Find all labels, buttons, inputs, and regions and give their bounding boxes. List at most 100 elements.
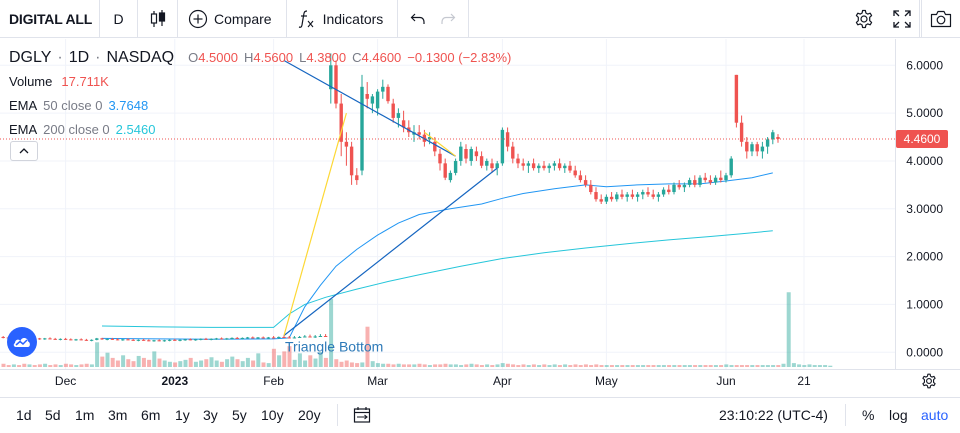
price-chart[interactable]: 6.0000 5.0000 4.0000 3.0000 2.0000 1.0000 0.00… [0, 39, 960, 369]
auto-toggle[interactable]: auto [921, 407, 949, 423]
candle-body [199, 338, 203, 340]
top-toolbar: DIGITAL ALL D Compare Indicators [0, 0, 960, 38]
candle-body [375, 91, 380, 109]
pattern-line-alt [283, 112, 347, 336]
volume-bar [505, 363, 510, 367]
candle-body [537, 165, 541, 169]
legend-ema50-row[interactable]: EMA 50 close 0 3.7648 [9, 94, 511, 118]
candle-body [630, 194, 635, 197]
volume-bar [178, 361, 183, 367]
ema50-value: 3.7648 [108, 98, 149, 113]
legend-close: C4.4600 [352, 50, 402, 65]
volume-bar [386, 363, 391, 367]
volume-bar [599, 365, 604, 367]
volume-bar [115, 360, 120, 367]
candle-body [63, 338, 68, 340]
volume-bar [401, 364, 406, 367]
candle-body [235, 337, 239, 339]
candle-body [557, 163, 562, 169]
clock[interactable]: 23:10:22 (UTC-4) [719, 407, 828, 423]
volume-bar [22, 363, 27, 367]
range-1y-button[interactable]: 1y [175, 407, 190, 423]
candle-body [703, 177, 707, 181]
pattern-label: Triangle Bottom [285, 339, 383, 355]
chart-type-button[interactable] [138, 0, 178, 38]
percent-toggle[interactable]: % [862, 407, 875, 423]
volume-bar [485, 364, 490, 367]
time-axis[interactable]: Dec 2023 Feb Mar Apr May Jun 21 [0, 369, 960, 393]
volume-bar [563, 364, 568, 367]
date-range-button[interactable] [353, 406, 371, 429]
range-1m-button[interactable]: 1m [75, 407, 95, 423]
compare-button[interactable]: Compare [178, 0, 287, 38]
candle-body [261, 337, 265, 339]
interval-button[interactable]: D [100, 0, 138, 38]
volume-bar [531, 364, 536, 367]
candle-body [48, 338, 52, 340]
legend-ema200-row[interactable]: EMA 200 close 0 2.5460 [9, 118, 511, 142]
volume-bar [729, 365, 734, 367]
volume-bar [443, 363, 448, 367]
volume-bar [573, 364, 578, 367]
chart-logo[interactable] [7, 327, 37, 357]
volume-bar [167, 361, 172, 367]
volume-bar [516, 365, 521, 367]
volume-bar [303, 360, 308, 367]
candle-body [661, 189, 666, 195]
candle-body [79, 339, 83, 341]
chart-pane[interactable]: 6.0000 5.0000 4.0000 3.0000 2.0000 1.0000 0.00… [0, 39, 960, 369]
legend-exchange: NASDAQ [106, 49, 175, 66]
range-3m-button[interactable]: 3m [108, 407, 128, 423]
volume-bar [802, 365, 807, 367]
range-3y-button[interactable]: 3y [203, 407, 218, 423]
fullscreen-button[interactable] [884, 0, 920, 38]
candle-body [771, 132, 775, 140]
indicators-button[interactable]: Indicators [287, 0, 399, 38]
volume-bar [360, 362, 365, 367]
symbol-search-button[interactable]: DIGITAL ALL [0, 0, 100, 38]
candle-body [485, 160, 489, 166]
log-toggle[interactable]: log [889, 407, 908, 423]
price-axis[interactable]: 6.0000 5.0000 4.0000 3.0000 2.0000 1.0000 0.00… [906, 58, 943, 359]
range-5d-button[interactable]: 5d [45, 407, 61, 423]
volume-bar [542, 364, 547, 367]
range-5y-button[interactable]: 5y [232, 407, 247, 423]
legend-collapse-button[interactable] [10, 141, 38, 161]
axis-settings-button[interactable] [919, 372, 939, 390]
volume-bar [521, 364, 526, 367]
legend-interval: 1D [68, 49, 90, 66]
range-1d-button[interactable]: 1d [16, 407, 32, 423]
volume-bar [193, 361, 198, 367]
volume-bar [583, 364, 588, 367]
legend-volume-row[interactable]: Volume 17.711K [9, 70, 511, 94]
settings-button[interactable] [845, 0, 882, 38]
candle-body [609, 196, 614, 200]
candle-body [511, 146, 515, 159]
volume-bar [661, 365, 666, 367]
volume-bar [199, 360, 204, 367]
candle-body [297, 336, 302, 338]
redo-icon[interactable] [440, 12, 456, 26]
volume-bar [786, 292, 791, 367]
candle-body [745, 141, 749, 152]
candle-body [521, 163, 525, 166]
volume-bar [131, 361, 136, 367]
range-6m-button[interactable]: 6m [141, 407, 161, 423]
bottom-toolbar: 1d 5d 1m 3m 6m 1y 3y 5y 10y 20y 23:10:22… [0, 397, 960, 433]
candle-body [677, 184, 681, 188]
candle-body [672, 184, 676, 193]
ema200-value: 2.5460 [115, 122, 156, 137]
ema50-params: 50 close 0 [43, 98, 103, 113]
volume-bar [6, 365, 11, 367]
candle-body [303, 336, 307, 338]
range-10y-button[interactable]: 10y [261, 407, 284, 423]
candle-body [355, 175, 359, 181]
candle-body [271, 337, 276, 339]
time-tick-label: Feb [263, 374, 284, 388]
legend-low: L4.3800 [299, 50, 347, 65]
triangle-bottom-pattern[interactable] [283, 59, 498, 336]
undo-icon[interactable] [410, 12, 426, 26]
range-20y-button[interactable]: 20y [298, 407, 321, 423]
volume-bar [625, 365, 630, 367]
snapshot-button[interactable] [921, 0, 960, 38]
